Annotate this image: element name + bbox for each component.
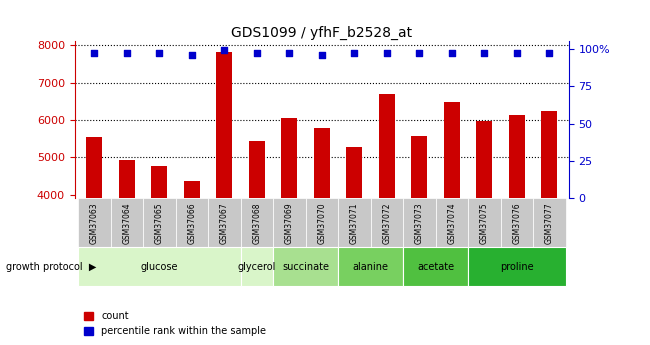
Text: proline: proline (500, 262, 534, 272)
Point (154, 51, 164, 56)
Bar (151, 166, 168, 344)
Point (479, 51, 489, 56)
Point (512, 51, 522, 56)
Bar (208, 198, 240, 247)
Bar (533, 198, 566, 247)
Point (414, 51, 424, 56)
Bar (86, 137, 103, 344)
Text: GSM37069: GSM37069 (285, 202, 294, 244)
Bar (143, 198, 176, 247)
Text: GSM37071: GSM37071 (350, 202, 359, 244)
Text: GSM37063: GSM37063 (90, 202, 99, 244)
Bar (176, 198, 208, 247)
Bar (281, 118, 298, 344)
Text: GSM37066: GSM37066 (187, 202, 196, 244)
Bar (338, 198, 370, 247)
Text: GSM37067: GSM37067 (220, 202, 229, 244)
Bar (306, 198, 338, 247)
Text: GSM37074: GSM37074 (447, 202, 456, 244)
Bar (370, 198, 403, 247)
Bar (273, 247, 338, 286)
Bar (248, 141, 265, 344)
Bar (508, 115, 525, 344)
Bar (273, 198, 306, 247)
Text: GSM37075: GSM37075 (480, 202, 489, 244)
Bar (378, 95, 395, 344)
Bar (216, 52, 233, 344)
Bar (468, 198, 500, 247)
Point (219, 48, 229, 53)
Text: GSM37070: GSM37070 (317, 202, 326, 244)
Text: GSM37072: GSM37072 (382, 202, 391, 244)
Text: glycerol: glycerol (237, 262, 276, 272)
Bar (240, 198, 273, 247)
Text: GSM37076: GSM37076 (512, 202, 521, 244)
Bar (411, 136, 428, 344)
Legend: count, percentile rank within the sample: count, percentile rank within the sample (79, 307, 270, 340)
Bar (468, 247, 566, 286)
Point (284, 51, 294, 56)
Bar (403, 247, 468, 286)
Text: GSM37065: GSM37065 (155, 202, 164, 244)
Point (187, 52, 197, 58)
Text: GSM37077: GSM37077 (545, 202, 554, 244)
Bar (500, 198, 533, 247)
Text: GSM37073: GSM37073 (415, 202, 424, 244)
Text: succinate: succinate (282, 262, 329, 272)
Bar (118, 160, 135, 344)
Bar (183, 181, 200, 344)
Bar (78, 247, 240, 286)
Title: GDS1099 / yfhF_b2528_at: GDS1099 / yfhF_b2528_at (231, 26, 412, 40)
Text: growth protocol  ▶: growth protocol ▶ (6, 262, 97, 272)
Text: alanine: alanine (352, 262, 389, 272)
Bar (240, 247, 273, 286)
Point (447, 51, 457, 56)
Bar (111, 198, 143, 247)
Point (382, 51, 392, 56)
Bar (403, 198, 436, 247)
Bar (346, 147, 363, 344)
Point (252, 51, 262, 56)
Text: GSM37068: GSM37068 (252, 202, 261, 244)
Bar (313, 128, 330, 344)
Bar (443, 101, 460, 344)
Bar (541, 111, 558, 344)
Text: acetate: acetate (417, 262, 454, 272)
Point (544, 51, 554, 56)
Point (122, 51, 132, 56)
Point (317, 52, 327, 58)
Bar (338, 247, 403, 286)
Bar (78, 198, 111, 247)
Bar (476, 121, 493, 344)
Text: glucose: glucose (140, 262, 178, 272)
Point (89, 51, 99, 56)
Point (349, 51, 359, 56)
Text: GSM37064: GSM37064 (122, 202, 131, 244)
Bar (436, 198, 468, 247)
